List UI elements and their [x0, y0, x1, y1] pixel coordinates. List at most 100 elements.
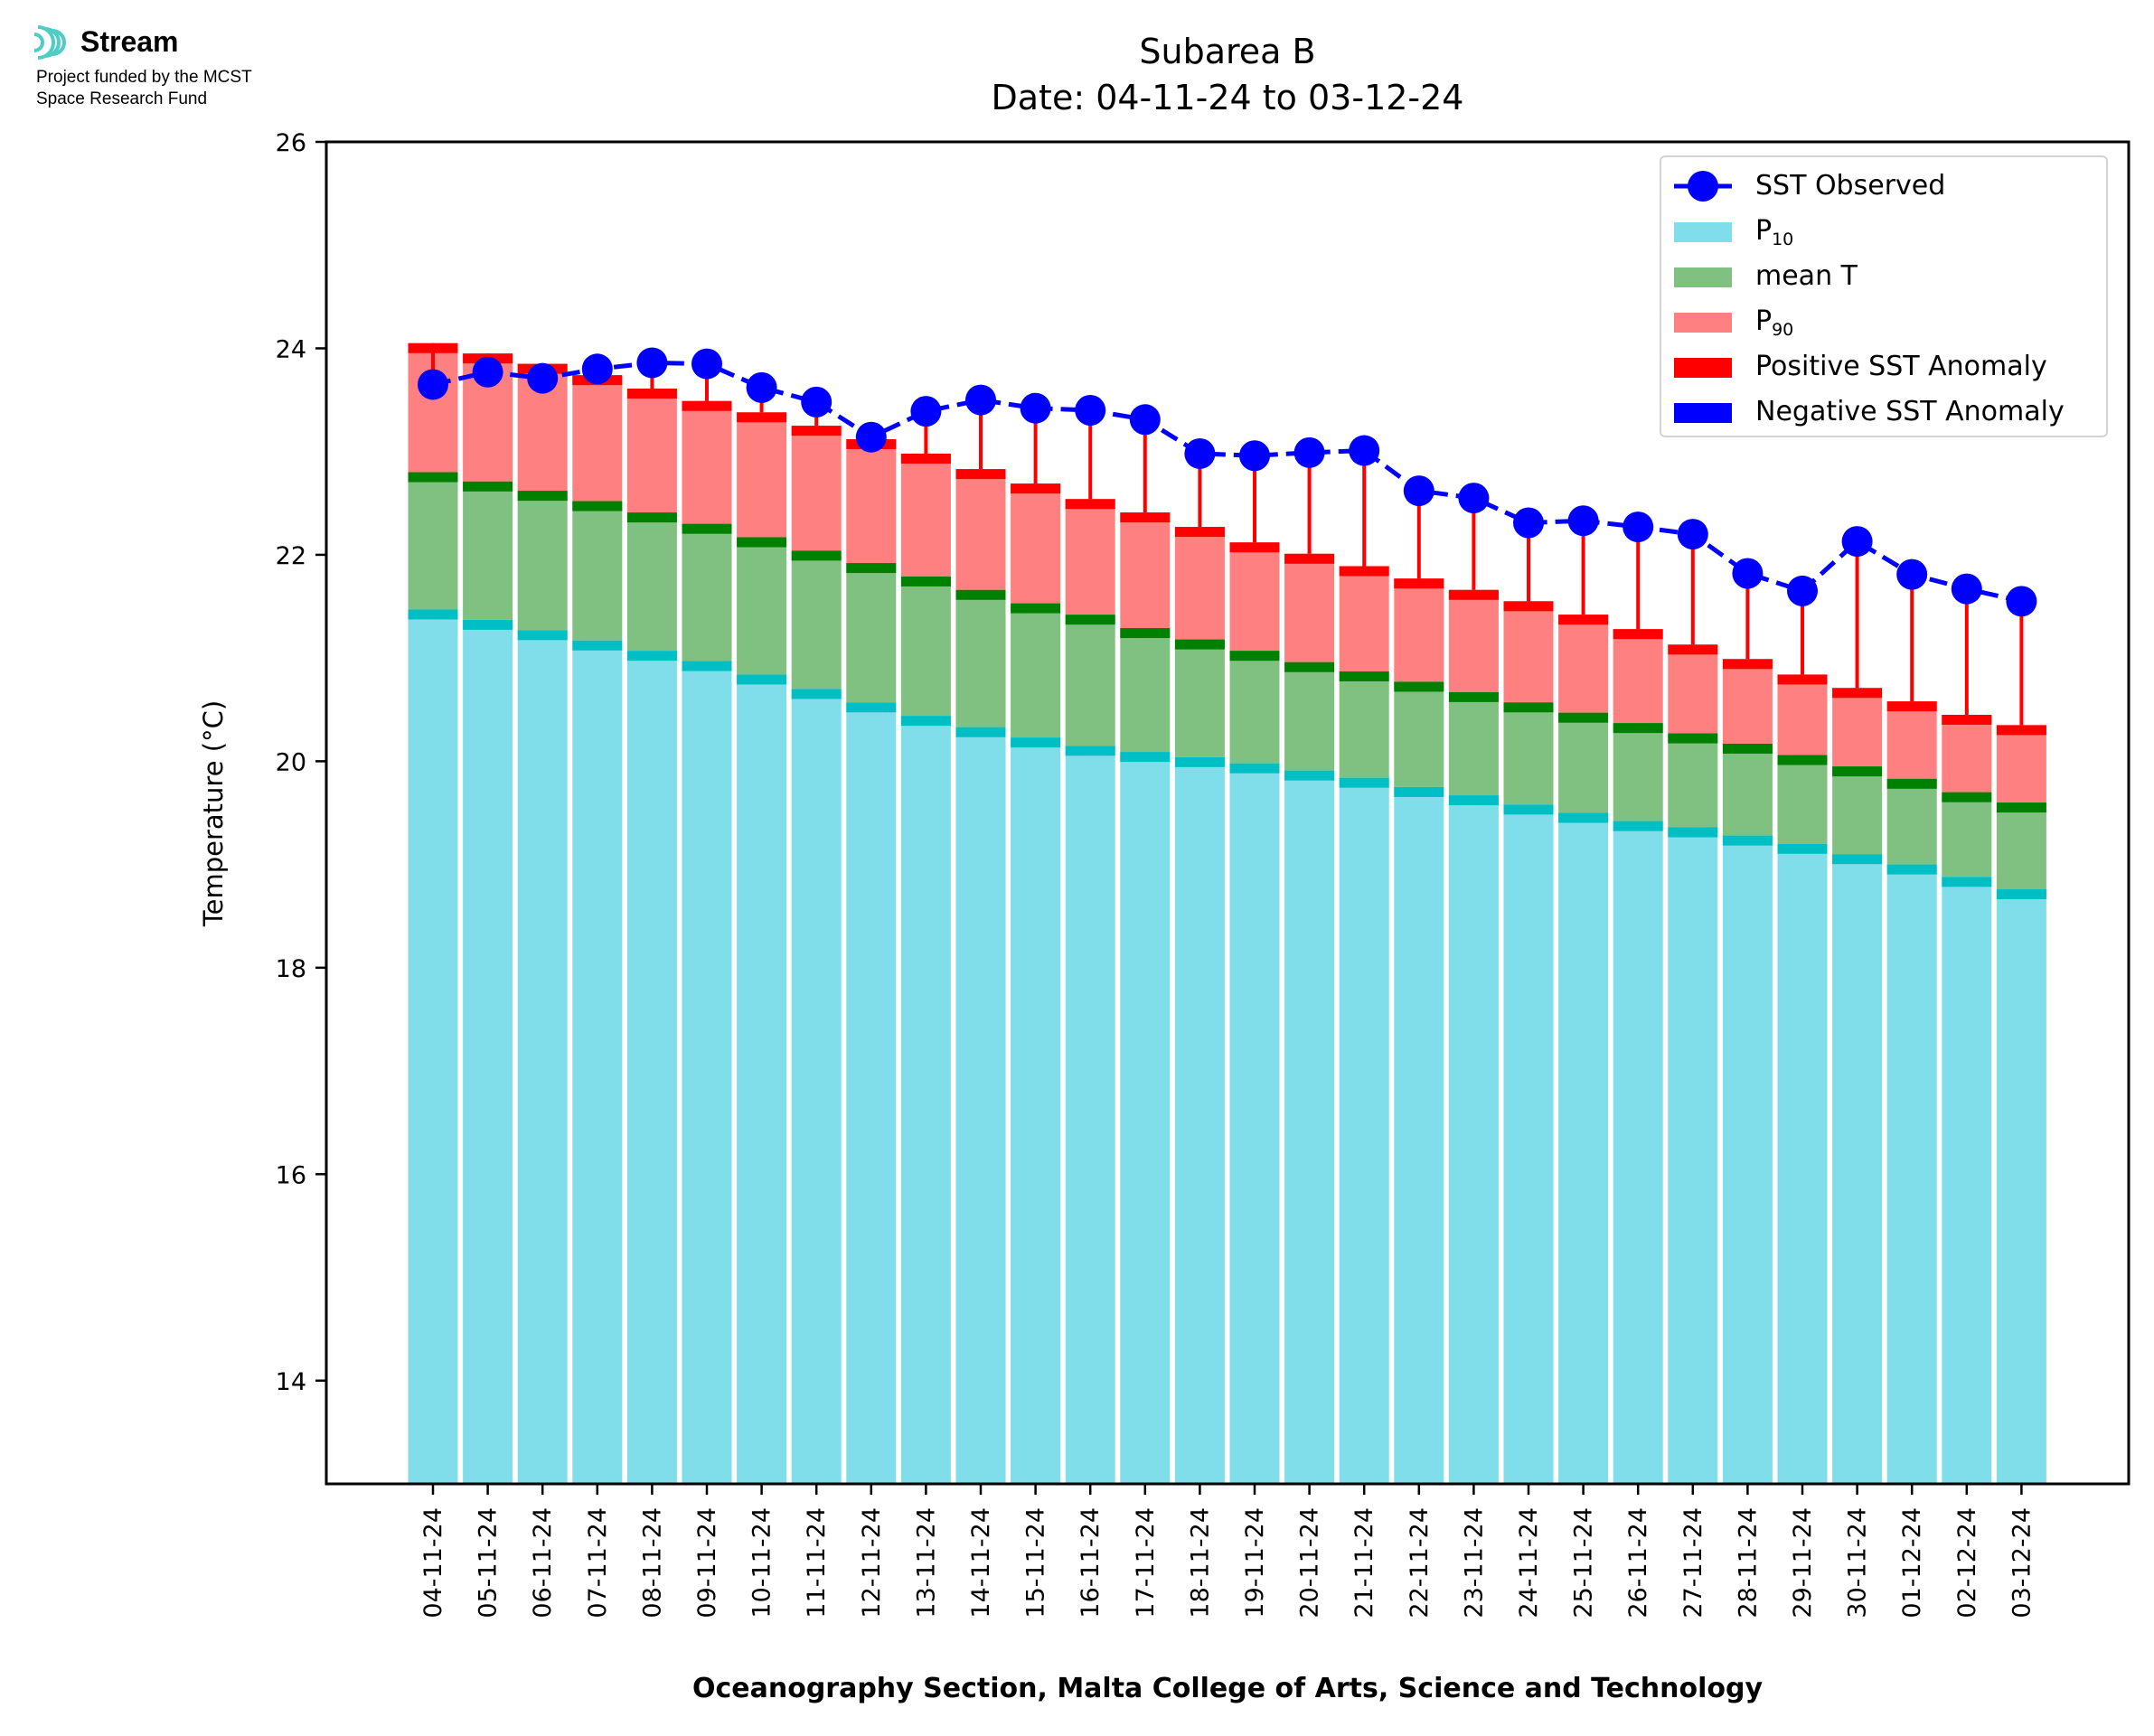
p10-bar [572, 640, 623, 1484]
legend-label-text: Negative SST Anomaly [1755, 396, 2065, 427]
legend-swatch [1674, 222, 1732, 242]
p90-bar [737, 412, 787, 538]
p10-cap [900, 716, 951, 727]
x-tick-label: 28-11-24 [1734, 1507, 1762, 1619]
p90-cap [1011, 483, 1061, 494]
sst-observed-point [1458, 483, 1490, 514]
p90-bar [846, 438, 897, 564]
sst-observed-point [1732, 558, 1764, 589]
sst-observed-point [855, 421, 887, 453]
p90-bar [1832, 688, 1883, 767]
p90-cap [1448, 589, 1499, 600]
y-tick-label: 24 [276, 335, 306, 363]
mean-cap [626, 512, 677, 523]
p90-cap [1886, 701, 1937, 712]
x-tick-label: 22-11-24 [1406, 1507, 1434, 1619]
sst-observed-point [965, 384, 996, 416]
sst-observed-point [1787, 575, 1818, 606]
x-tick-label: 25-11-24 [1570, 1507, 1598, 1619]
x-tick-label: 08-11-24 [638, 1507, 666, 1619]
p10-bar [1229, 763, 1280, 1484]
p90-bar [1942, 714, 1992, 793]
legend-item: SST Observed [1661, 164, 2106, 206]
mean-bar [1668, 733, 1718, 828]
p90-cap [737, 412, 787, 423]
mean-bar [1120, 628, 1171, 753]
sst-observed-point [1567, 505, 1599, 537]
p10-bar [463, 619, 513, 1484]
mean-bar [1886, 778, 1937, 865]
mean-bar [1284, 662, 1335, 771]
sst-observed-point [746, 371, 777, 403]
legend-item: mean T [1661, 255, 2106, 296]
p10-bar [846, 702, 897, 1484]
mean-cap [1668, 733, 1718, 744]
p10-cap [1448, 795, 1499, 806]
y-tick-label: 22 [276, 542, 306, 570]
p10-cap [1777, 843, 1828, 854]
x-tick-label: 17-11-24 [1132, 1507, 1160, 1619]
p10-bar [408, 609, 458, 1484]
sst-observed-point [1184, 437, 1216, 469]
p90-bar [626, 389, 677, 513]
sst-observed-point [1623, 511, 1654, 543]
p10-bar [737, 674, 787, 1484]
y-tick-label: 14 [276, 1368, 306, 1396]
p90-bar [955, 469, 1006, 590]
p90-bar [682, 400, 732, 524]
p10-bar [1011, 737, 1061, 1484]
mean-cap [1229, 651, 1280, 662]
x-tick-label: 29-11-24 [1789, 1507, 1817, 1619]
mean-bar [682, 523, 732, 662]
mean-bar [900, 576, 951, 717]
mean-bar [1613, 723, 1663, 821]
p10-cap [1174, 756, 1225, 767]
mean-bar [1174, 639, 1225, 757]
mean-cap [900, 576, 951, 586]
legend-swatch [1674, 313, 1732, 333]
plot-area: 14 16 18 20 22 24 26 04-11-24 05-11-24 06-11-24 07… [276, 129, 2046, 1619]
mean-bar [626, 512, 677, 652]
p10-bar [517, 630, 568, 1484]
p10-bar [1339, 777, 1389, 1484]
legend-label-text: mean T [1755, 260, 1858, 292]
mean-bar [1558, 712, 1609, 813]
mean-bar [463, 481, 513, 620]
x-tick-label: 26-11-24 [1624, 1507, 1652, 1619]
p10-bar [1722, 835, 1773, 1484]
p90-cap [1503, 601, 1554, 612]
mean-cap [1996, 802, 2046, 813]
p10-bar [791, 689, 842, 1484]
p10-cap [1832, 854, 1883, 865]
p90-bar [1174, 527, 1225, 640]
p10-cap [1668, 827, 1718, 838]
p90-cap [626, 389, 677, 399]
p10-bar [900, 716, 951, 1484]
p90-cap [1942, 714, 1992, 725]
p90-bar [1886, 701, 1937, 779]
plot-frame [325, 140, 2130, 1486]
sst-observed-point [1239, 440, 1270, 472]
mean-cap [463, 481, 513, 492]
p10-cap [517, 630, 568, 641]
p90-cap [900, 453, 951, 464]
sst-observed-point [1841, 526, 1873, 558]
sst-observed-point [1677, 519, 1708, 550]
legend-swatch [1674, 358, 1732, 378]
legend-item: Negative SST Anomaly [1661, 390, 2106, 432]
p90-bar [1558, 615, 1609, 713]
p10-bar [1174, 756, 1225, 1484]
p90-bar [1120, 512, 1171, 629]
p90-bar [1284, 553, 1335, 662]
p10-bar [1284, 770, 1335, 1484]
legend-item: P10 [1661, 210, 2106, 251]
p90-cap [1284, 553, 1335, 564]
p10-cap [1011, 737, 1061, 748]
funding-line-2: Space Research Fund [36, 89, 208, 108]
p10-bar [682, 661, 732, 1484]
x-tick-label: 20-11-24 [1296, 1507, 1324, 1619]
p90-cap [1558, 615, 1609, 625]
x-tick-label: 03-12-24 [2008, 1507, 2036, 1619]
p10-bar [1668, 827, 1718, 1484]
p90-cap [1120, 512, 1171, 523]
